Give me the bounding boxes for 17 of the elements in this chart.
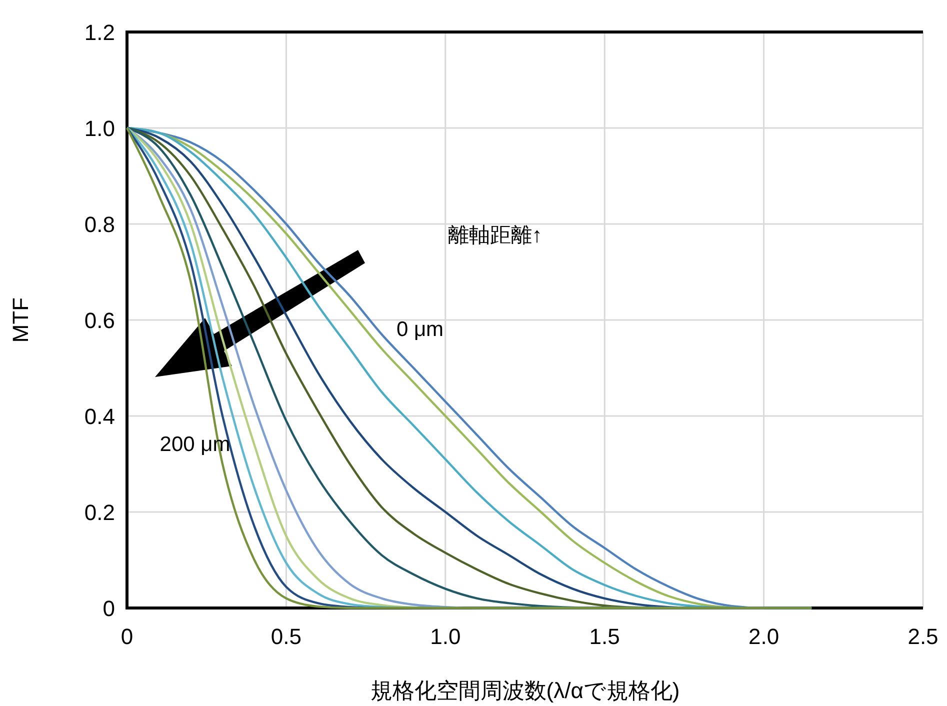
x-tick-label: 2.5 <box>908 624 938 649</box>
x-tick-label: 0 <box>120 624 134 649</box>
y-tick-label: 0.4 <box>84 404 115 429</box>
y-tick-label: 0.2 <box>84 500 115 525</box>
y-tick-label: 0.8 <box>84 212 115 237</box>
annotation: 離軸距離↑ <box>448 224 542 247</box>
x-tick-label: 0.5 <box>270 624 302 649</box>
y-tick-label: 0 <box>102 596 115 621</box>
y-tick-label: 0.6 <box>84 308 115 333</box>
x-tick-label: 1.5 <box>589 624 620 649</box>
x-tick-label: 1.0 <box>430 624 461 649</box>
x-axis-title: 規格化空間周波数(λ/αで規格化) <box>370 678 680 703</box>
x-tick-label: 2.0 <box>748 624 780 649</box>
y-tick-label: 1.2 <box>84 20 115 45</box>
y-axis-title: MTF <box>8 297 33 343</box>
annotation: 0 μm <box>396 318 444 341</box>
y-tick-label: 1.0 <box>84 116 115 141</box>
